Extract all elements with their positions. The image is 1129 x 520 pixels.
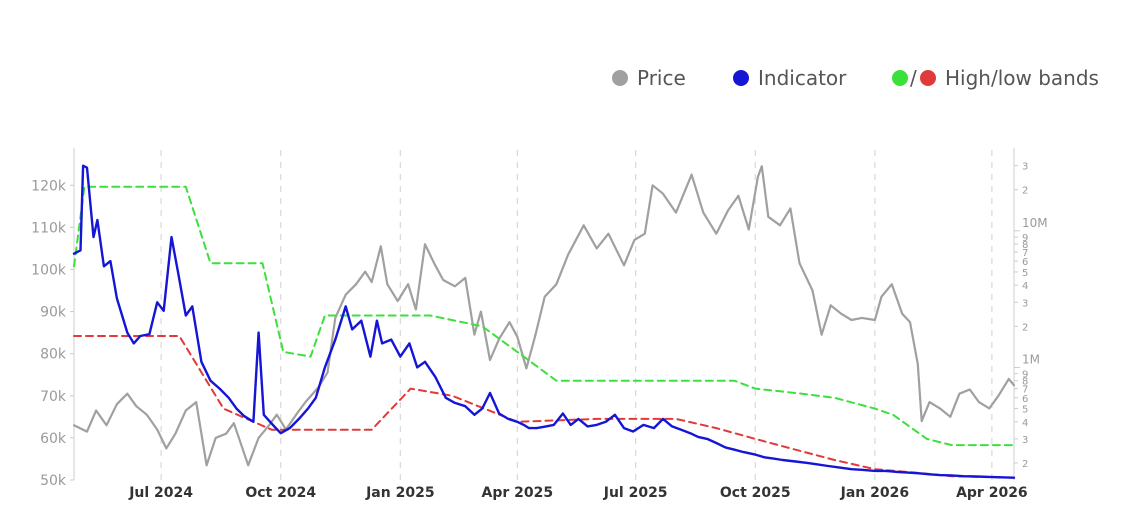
right-minor-tick-label: 4 bbox=[1022, 281, 1028, 292]
right-minor-tick-label: 2 bbox=[1022, 322, 1028, 333]
right-minor-tick-label: 9 bbox=[1022, 370, 1028, 381]
legend-bands-label: High/low bands bbox=[945, 66, 1099, 90]
x-tick-label: Jul 2025 bbox=[603, 485, 668, 501]
right-minor-tick-label: 8 bbox=[1022, 240, 1028, 251]
price-line bbox=[72, 165, 1016, 467]
x-tick-label: Apr 2026 bbox=[956, 485, 1028, 501]
left-tick-label: 120k bbox=[31, 178, 67, 194]
right-minor-tick-label: 9 bbox=[1022, 233, 1028, 244]
x-tick-label: Apr 2025 bbox=[482, 485, 554, 501]
right-minor-tick-label: 8 bbox=[1022, 377, 1028, 388]
right-minor-tick-label: 7 bbox=[1022, 385, 1028, 396]
right-minor-tick-label: 2 bbox=[1022, 459, 1028, 470]
indicator-line bbox=[72, 164, 1016, 479]
right-minor-tick-label: 7 bbox=[1022, 248, 1028, 259]
right-minor-tick-label: 3 bbox=[1022, 298, 1028, 309]
right-minor-tick-label: 5 bbox=[1022, 268, 1028, 279]
right-minor-tick-label: 6 bbox=[1022, 257, 1028, 268]
legend-high-band-marker bbox=[892, 70, 908, 86]
low-band-line bbox=[73, 335, 1015, 479]
legend: Price Indicator / High/low bands bbox=[612, 66, 1099, 90]
left-tick-label: 100k bbox=[31, 262, 67, 278]
left-tick-label: 70k bbox=[40, 389, 67, 405]
right-minor-tick-label: 5 bbox=[1022, 405, 1028, 416]
right-minor-tick-label: 3 bbox=[1022, 435, 1028, 446]
x-tick-label: Jan 2025 bbox=[365, 485, 434, 501]
left-tick-label: 80k bbox=[40, 347, 67, 363]
x-tick-label: Oct 2024 bbox=[245, 485, 316, 501]
left-tick-label: 50k bbox=[40, 473, 67, 489]
right-minor-tick-label: 2 bbox=[1022, 186, 1028, 197]
x-tick-label: Oct 2025 bbox=[720, 485, 791, 501]
left-tick-label: 60k bbox=[40, 431, 67, 447]
right-major-tick-label: 1M bbox=[1022, 352, 1040, 366]
legend-bands-separator: / bbox=[910, 66, 917, 90]
legend-price-label: Price bbox=[637, 66, 686, 90]
right-major-tick-label: 10M bbox=[1022, 216, 1048, 230]
axis-layer: Jul 2024 Oct 2024 Jan 2025 Apr 2025 Jul 2025… bbox=[31, 162, 1047, 501]
series-layer bbox=[72, 164, 1016, 479]
legend-price-marker bbox=[612, 70, 628, 86]
legend-indicator-label: Indicator bbox=[758, 66, 847, 90]
legend-indicator-marker bbox=[733, 70, 749, 86]
x-tick-label: Jan 2026 bbox=[840, 485, 909, 501]
left-tick-label: 110k bbox=[31, 220, 67, 236]
right-minor-tick-label: 3 bbox=[1022, 162, 1028, 173]
right-minor-tick-label: 4 bbox=[1022, 418, 1028, 429]
left-tick-label: 90k bbox=[40, 305, 67, 321]
right-minor-tick-label: 6 bbox=[1022, 394, 1028, 405]
high-band-line bbox=[73, 185, 1015, 447]
x-tick-label: Jul 2024 bbox=[128, 485, 193, 501]
legend-low-band-marker bbox=[920, 70, 936, 86]
